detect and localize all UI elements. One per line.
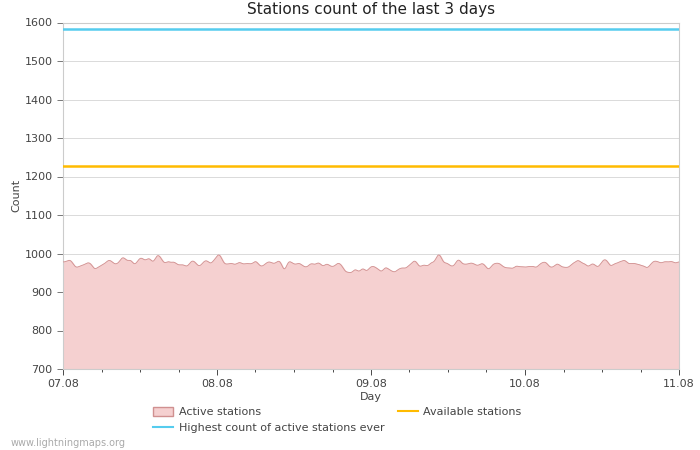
Title: Stations count of the last 3 days: Stations count of the last 3 days: [247, 2, 495, 17]
X-axis label: Day: Day: [360, 392, 382, 402]
Text: www.lightningmaps.org: www.lightningmaps.org: [10, 438, 125, 448]
Y-axis label: Count: Count: [12, 179, 22, 212]
Legend: Active stations, Highest count of active stations ever, Available stations: Active stations, Highest count of active…: [148, 402, 526, 437]
